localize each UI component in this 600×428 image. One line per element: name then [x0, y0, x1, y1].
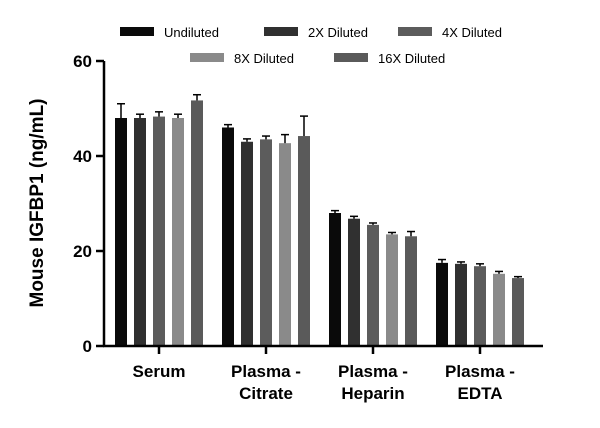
x-tick-label-2-1: Plasma - — [231, 362, 301, 381]
bar-1-4 — [436, 262, 448, 346]
y-axis: 0 20 40 60 — [73, 52, 106, 356]
legend-label-3: 4X Diluted — [442, 25, 502, 40]
y-tick-label-0: 0 — [83, 337, 92, 356]
bar-2-3 — [348, 218, 360, 346]
bar-2-4 — [455, 263, 467, 346]
x-tick-label-1-1: Serum — [133, 362, 186, 381]
bar-4-2 — [279, 143, 291, 346]
x-axis: Serum Plasma - Citrate Plasma - Heparin Plasm… — [103, 344, 543, 403]
bars — [115, 93, 524, 346]
bar-4-1 — [172, 118, 184, 346]
y-tick-label-20: 20 — [73, 242, 92, 261]
legend-label-4: 8X Diluted — [234, 51, 294, 66]
legend-label-2: 2X Diluted — [308, 25, 368, 40]
legend-swatch-4 — [190, 53, 224, 62]
legend-label-1: Undiluted — [164, 25, 219, 40]
legend-swatch-5 — [334, 53, 368, 62]
legend-swatch-3 — [398, 27, 432, 36]
x-tick-label-3-2: Heparin — [341, 384, 404, 403]
x-tick-label-4-2: EDTA — [457, 384, 502, 403]
bar-4-4 — [493, 273, 505, 346]
bar-5-1 — [191, 100, 203, 346]
bar-3-2 — [260, 139, 272, 346]
y-tick-label-40: 40 — [73, 147, 92, 166]
bar-4-3 — [386, 234, 398, 346]
bar-3-4 — [474, 266, 486, 346]
bar-3-3 — [367, 224, 379, 346]
y-tick-label-60: 60 — [73, 52, 92, 71]
x-tick-label-2-2: Citrate — [239, 384, 293, 403]
bar-5-2 — [298, 136, 310, 346]
legend-swatch-2 — [264, 27, 298, 36]
bar-1-3 — [329, 213, 341, 346]
x-tick-label-4-1: Plasma - — [445, 362, 515, 381]
bar-1-2 — [222, 127, 234, 346]
bar-3-1 — [153, 116, 165, 346]
y-axis-label: Mouse IGFBP1 (ng/mL) — [27, 99, 48, 308]
bar-2-2 — [241, 141, 253, 346]
legend-label-5: 16X Diluted — [378, 51, 445, 66]
legend: Undiluted 2X Diluted 4X Diluted 8X Diluted 1… — [120, 25, 502, 66]
bar-5-4 — [512, 278, 524, 346]
bar-5-3 — [405, 236, 417, 346]
bar-2-1 — [134, 118, 146, 346]
bar-1-1 — [115, 118, 127, 346]
legend-swatch-1 — [120, 27, 154, 36]
x-tick-label-3-1: Plasma - — [338, 362, 408, 381]
